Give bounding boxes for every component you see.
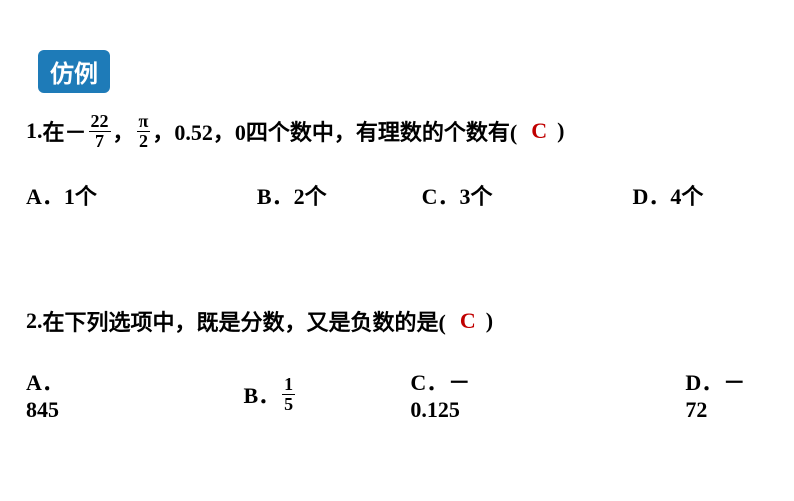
q1-f1-num: 22 (89, 112, 111, 132)
badge: 仿例 (38, 50, 110, 93)
q2-bf-den: 5 (282, 395, 295, 414)
q1-choices: A．1个 B．2个 C．3个 D．4个 (26, 179, 766, 211)
q1-close: ) (557, 118, 564, 144)
q2-choices: A．845 B． 1 5 C．－0.125 D．－72 (26, 365, 766, 423)
q2-close: ) (486, 308, 493, 334)
question-2: 2. 在下列选项中，既是分数，又是负数的是( C ) A．845 B． 1 5 … (26, 305, 766, 423)
q2-choice-a: A．845 (26, 365, 96, 423)
question-1: 1. 在 － 22 7 ， π 2 ，0.52，0四个数中，有理数的个数有( C… (26, 112, 766, 211)
q1-stem: 1. 在 － 22 7 ， π 2 ，0.52，0四个数中，有理数的个数有( C… (26, 112, 766, 151)
q1-choice-c: C．3个 (422, 179, 493, 211)
q1-choice-d: D．4个 (632, 179, 703, 211)
q2-answer: C (460, 308, 476, 334)
q1-c1: ， (113, 115, 135, 147)
q1-answer: C (531, 118, 547, 144)
q1-frac2: π 2 (137, 112, 151, 151)
q1-f1-den: 7 (93, 132, 106, 151)
q1-pre: 在 (43, 115, 65, 147)
q2-num: 2. (26, 308, 43, 334)
q2-choice-b: B． 1 5 (243, 375, 297, 414)
q2-b-frac: 1 5 (282, 375, 295, 414)
q1-f2-num: π (137, 112, 151, 132)
q2-choice-c: C．－0.125 (410, 365, 518, 423)
q1-num: 1. (26, 118, 43, 144)
q2-bf-num: 1 (282, 375, 295, 395)
q2-choice-d: D．－72 (685, 365, 766, 423)
q1-f2-den: 2 (137, 132, 150, 151)
q2-text: 在下列选项中，既是分数，又是负数的是( (43, 305, 446, 337)
q1-mid: ，0.52，0四个数中，有理数的个数有( (152, 115, 517, 147)
q1-neg: － (65, 115, 87, 147)
q1-frac1: 22 7 (89, 112, 111, 151)
q2-stem: 2. 在下列选项中，既是分数，又是负数的是( C ) (26, 305, 766, 337)
q1-choice-a: A．1个 (26, 179, 97, 211)
q2-b-label: B． (243, 378, 280, 410)
q1-choice-b: B．2个 (257, 179, 327, 211)
